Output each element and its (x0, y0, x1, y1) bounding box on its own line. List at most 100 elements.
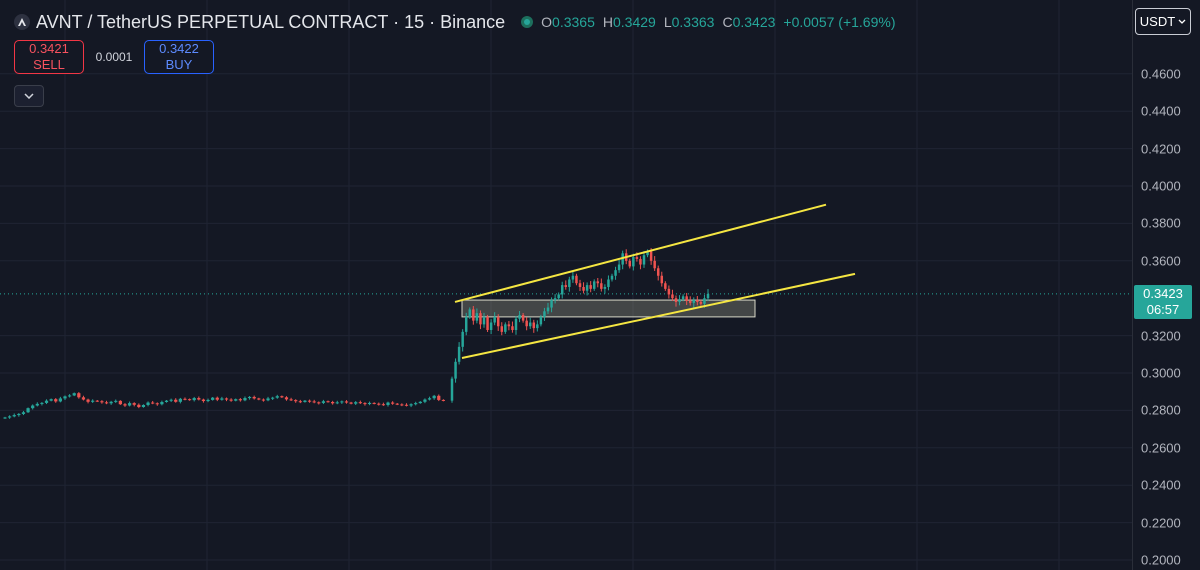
candle (303, 400, 307, 402)
candle (12, 415, 16, 417)
channel-trendline (461, 272, 856, 360)
candle (391, 402, 395, 404)
candle (500, 326, 504, 332)
candle (63, 396, 67, 399)
buy-label: BUY (165, 57, 193, 72)
candle (363, 403, 367, 405)
ohlc-open: O0.3365 (541, 14, 595, 30)
candle (243, 398, 247, 401)
candle (692, 300, 696, 303)
price-tick-label: 0.3200 (1141, 328, 1181, 344)
candle (381, 404, 386, 406)
candle (649, 251, 653, 261)
candle (40, 402, 44, 404)
chart-area[interactable] (0, 0, 1132, 570)
candle (536, 324, 539, 329)
candle (132, 403, 136, 405)
candle (667, 288, 671, 295)
candle (91, 400, 95, 402)
candle (688, 301, 692, 303)
candle (546, 307, 550, 312)
candle (518, 315, 521, 319)
candle (450, 378, 454, 401)
candle (472, 309, 475, 321)
candle (289, 399, 293, 401)
collapse-legend-button[interactable] (14, 85, 44, 107)
chevron-down-icon (1178, 19, 1186, 24)
candle (372, 402, 376, 404)
candle (578, 283, 582, 287)
candle (197, 398, 201, 400)
candle (603, 286, 607, 289)
candle (614, 270, 617, 276)
channel-trendline (454, 203, 827, 303)
symbol-title[interactable]: AVNT / TetherUS PERPETUAL CONTRACT · 15 … (36, 11, 506, 32)
candle (496, 316, 500, 327)
candle (234, 399, 238, 401)
candle (575, 275, 578, 284)
candle (17, 413, 21, 416)
candle (664, 283, 667, 289)
candle (507, 324, 511, 327)
candle (26, 408, 30, 413)
candle (427, 398, 432, 400)
candle (514, 318, 518, 330)
price-chart[interactable] (0, 0, 1132, 570)
candle (35, 403, 39, 406)
candle (557, 294, 560, 299)
candle (215, 397, 219, 400)
candle (678, 299, 681, 302)
candle (321, 401, 326, 403)
candle (151, 402, 155, 404)
candle (72, 393, 76, 396)
candle (553, 298, 557, 301)
candle (386, 402, 390, 405)
candle (493, 316, 496, 323)
candle (395, 403, 399, 405)
candle (706, 293, 710, 299)
candle (504, 324, 507, 332)
candle (539, 316, 543, 325)
candle (3, 417, 7, 419)
candle (635, 257, 639, 259)
candle (464, 316, 468, 332)
price-change: +0.0057 (+1.69%) (783, 14, 896, 30)
sell-button[interactable]: 0.3421 SELL (14, 40, 84, 74)
candle (482, 316, 486, 325)
candle (252, 396, 256, 399)
currency-select[interactable]: USDT (1135, 8, 1191, 35)
candle (660, 275, 664, 284)
candle (437, 395, 441, 400)
candle (564, 285, 568, 287)
candle (344, 401, 349, 403)
candle (174, 399, 178, 402)
candle (331, 401, 335, 404)
candle (81, 397, 86, 400)
candle (201, 399, 206, 402)
candle (532, 322, 536, 329)
candle (77, 393, 81, 398)
market-status-icon[interactable] (521, 16, 534, 28)
candle (596, 281, 600, 284)
candle (146, 402, 150, 405)
candle (109, 401, 113, 404)
buy-button[interactable]: 0.3422 BUY (144, 40, 214, 74)
candle (568, 279, 571, 287)
candle (271, 397, 275, 399)
price-tick-label: 0.3000 (1141, 365, 1181, 381)
candle (317, 402, 321, 404)
candle (404, 404, 409, 406)
candle (298, 401, 302, 403)
candle (432, 395, 436, 399)
candle (632, 257, 635, 267)
avnt-logo-icon[interactable] (14, 14, 30, 30)
trade-panel: 0.3421 SELL 0.0001 0.3422 BUY (14, 40, 214, 74)
candle (192, 398, 196, 401)
candle (7, 416, 12, 418)
candle (155, 403, 159, 405)
candle (21, 412, 26, 414)
candle (229, 399, 233, 401)
candle (169, 399, 173, 401)
candle (461, 331, 464, 347)
price-tick-label: 0.2000 (1141, 552, 1181, 568)
